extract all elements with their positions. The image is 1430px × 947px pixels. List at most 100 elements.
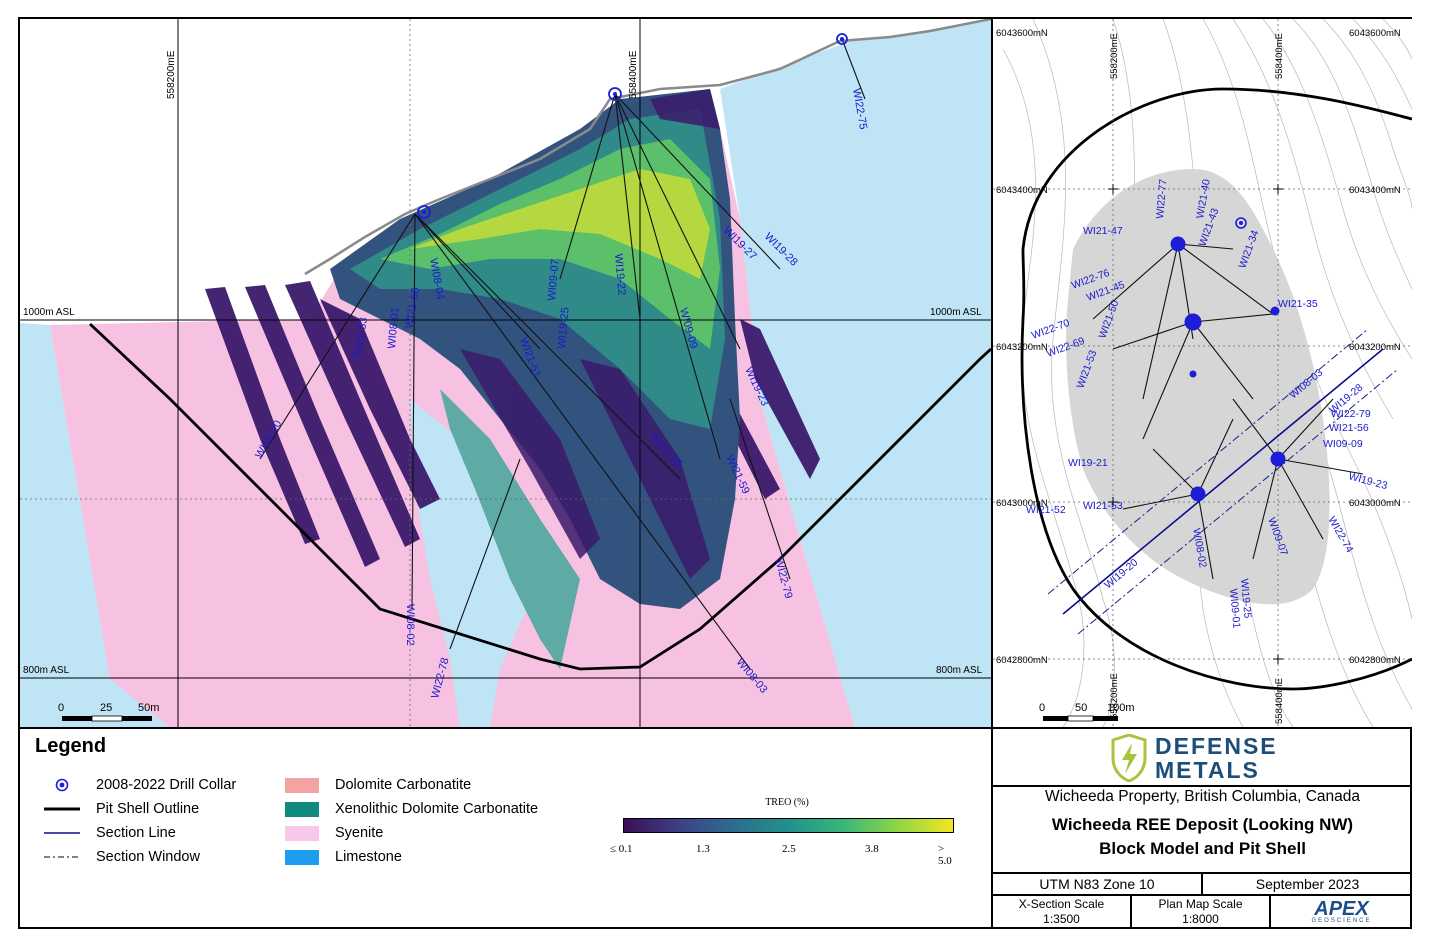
block-footprint [1066, 169, 1330, 605]
legend-item-pit-shell: Pit Shell Outline [44, 801, 199, 817]
legend-label: Section Line [96, 825, 176, 841]
hole-label: WI21-53 [1083, 500, 1123, 512]
drill-collar-icon [44, 778, 80, 792]
plan-grid [993, 19, 1412, 727]
legend-label: Pit Shell Outline [96, 801, 200, 817]
date-cell: September 2023 [1203, 872, 1412, 894]
company-logo: DEFENSE METALS [993, 729, 1412, 785]
cross-section-view: 558200mE 558400mE 1000m ASL 1000m ASL 80… [20, 19, 991, 728]
grid-label-northing: 6043600mN [996, 28, 1048, 39]
section-scale-bar: 0 25 50m [58, 702, 159, 722]
scale-tick: 0 [1039, 702, 1045, 714]
hole-label: WI19-25 [556, 307, 572, 349]
drill-collar-icon [417, 33, 848, 219]
plan-scale-bar: 0 50 100m [1039, 702, 1135, 722]
plan-map-view: 6043600mN 6043600mN 6043400mN 6043400mN … [993, 19, 1412, 727]
legend-label: Dolomite Carbonatite [335, 777, 472, 793]
hole-label: WI21-52 [1026, 504, 1066, 516]
treo-colorbar: TREO (%) ≤ 0.1 1.3 2.5 3.8 > 5.0 [610, 797, 960, 867]
grid-label-northing: 6043600mN [1349, 28, 1401, 39]
block-model-top [410, 169, 710, 279]
map-title: Wicheeda REE Deposit (Looking NW) Block … [993, 813, 1412, 861]
legend-item-xenolithic: Xenolithic Dolomite Carbonatite [285, 801, 538, 817]
section-window [1047, 328, 1369, 595]
grid-label-northing: 6042800mN [996, 655, 1048, 666]
legend-panel: Legend 2008-2022 Drill Collar Pit Shell … [20, 729, 991, 927]
map-title-line1: Wicheeda REE Deposit (Looking NW) [1051, 815, 1354, 834]
limestone-right [720, 19, 991, 728]
hole-label: WI09-07 [546, 259, 562, 301]
grid-label-easting: 558400mE [1274, 678, 1285, 724]
hole-label: WI19-25 [1238, 578, 1253, 619]
plan-scale-cell: Plan Map Scale 1:8000 [1132, 894, 1271, 927]
section-grid [20, 19, 991, 728]
scale-tick: 100m [1107, 702, 1135, 714]
grid-label-northing: 6043200mN [1349, 342, 1401, 353]
scale-tick: 0 [58, 702, 64, 714]
grid-label-elevation: 800m ASL [936, 665, 983, 676]
legend-item-section-window: Section Window [44, 849, 200, 865]
legend-label: Syenite [335, 825, 384, 841]
grid-label-easting: 558200mE [166, 50, 177, 99]
xsec-scale-cell: X-Section Scale 1:3500 [993, 894, 1132, 927]
block-model-low-grade [205, 281, 820, 567]
hole-label: WI08-01 [386, 307, 402, 349]
hole-label: WI08-02 [404, 604, 416, 646]
legend-item-drill-collar: 2008-2022 Drill Collar [44, 777, 236, 793]
colorbar-tick: 2.5 [782, 843, 796, 855]
hole-label: WI19-22 [612, 253, 628, 295]
colorbar-tick: > 5.0 [938, 843, 952, 867]
legend-label: Limestone [335, 849, 402, 865]
grid-label-easting: 558200mE [1109, 33, 1120, 79]
topography-line [304, 19, 991, 276]
colorbar-tick: 3.8 [865, 843, 879, 855]
scale-tick: 25 [100, 702, 112, 714]
grid-label-northing: 6043000mN [996, 498, 1048, 509]
grid-label-northing: 6042800mN [1349, 655, 1401, 666]
colorbar-tick: 1.3 [696, 843, 710, 855]
pit-shell-line-icon [44, 802, 80, 816]
drill-collar-icon [1170, 236, 1286, 502]
property-name: Wicheeda Property, British Columbia, Can… [993, 785, 1412, 807]
syenite-swatch [285, 825, 319, 841]
block-model-darks [460, 89, 720, 579]
title-block: DEFENSE METALS Wicheeda Property, Britis… [993, 729, 1412, 927]
lightning-shield-icon [1111, 734, 1147, 782]
apex-logo: APEX GEOSCIENCE [1271, 894, 1412, 927]
datum-cell: UTM N83 Zone 10 [993, 872, 1203, 894]
section-line [1062, 348, 1384, 615]
grid-label-elevation: 1000m ASL [930, 307, 982, 318]
grid-label-elevation: 800m ASL [23, 665, 70, 676]
colorbar-tick: ≤ 0.1 [610, 843, 633, 855]
scale-tick: 50m [138, 702, 159, 714]
legend-item-limestone: Limestone [285, 849, 402, 865]
apex-logo-text: APEX [1314, 897, 1369, 920]
drill-traces [1092, 243, 1364, 580]
legend-label: 2008-2022 Drill Collar [96, 777, 237, 793]
section-window [1077, 368, 1399, 635]
map-title-line2: Block Model and Pit Shell [1099, 839, 1306, 858]
limestone-swatch [285, 849, 319, 865]
pit-shell-outline [1020, 87, 1412, 691]
colorbar-gradient [623, 818, 954, 833]
xenolithic-body [440, 389, 580, 669]
grid-label-northing: 6043000mN [1349, 498, 1401, 509]
hole-label: WI19-21 [1068, 457, 1108, 469]
drill-traces [259, 38, 866, 670]
legend-title: Legend [35, 735, 107, 757]
grid-label-northing: 6043400mN [996, 185, 1048, 196]
legend-label: Xenolithic Dolomite Carbonatite [335, 801, 539, 817]
grid-label-easting: 558400mE [628, 50, 639, 99]
grid-label-northing: 6043200mN [996, 342, 1048, 353]
apex-logo-subtext: GEOSCIENCE [1311, 917, 1372, 924]
limestone-left [20, 323, 170, 728]
hole-label: WI09-01 [1227, 588, 1242, 629]
dolomite-swatch [285, 777, 319, 793]
grid-crosses [1108, 184, 1283, 664]
hole-label: WI22-79 [1331, 408, 1371, 420]
panel-divider [991, 19, 993, 929]
scale-tick: 50 [1075, 702, 1087, 714]
panel-divider-horizontal [20, 727, 1412, 729]
xenolithic-swatch [285, 801, 319, 817]
legend-label: Section Window [96, 849, 200, 865]
